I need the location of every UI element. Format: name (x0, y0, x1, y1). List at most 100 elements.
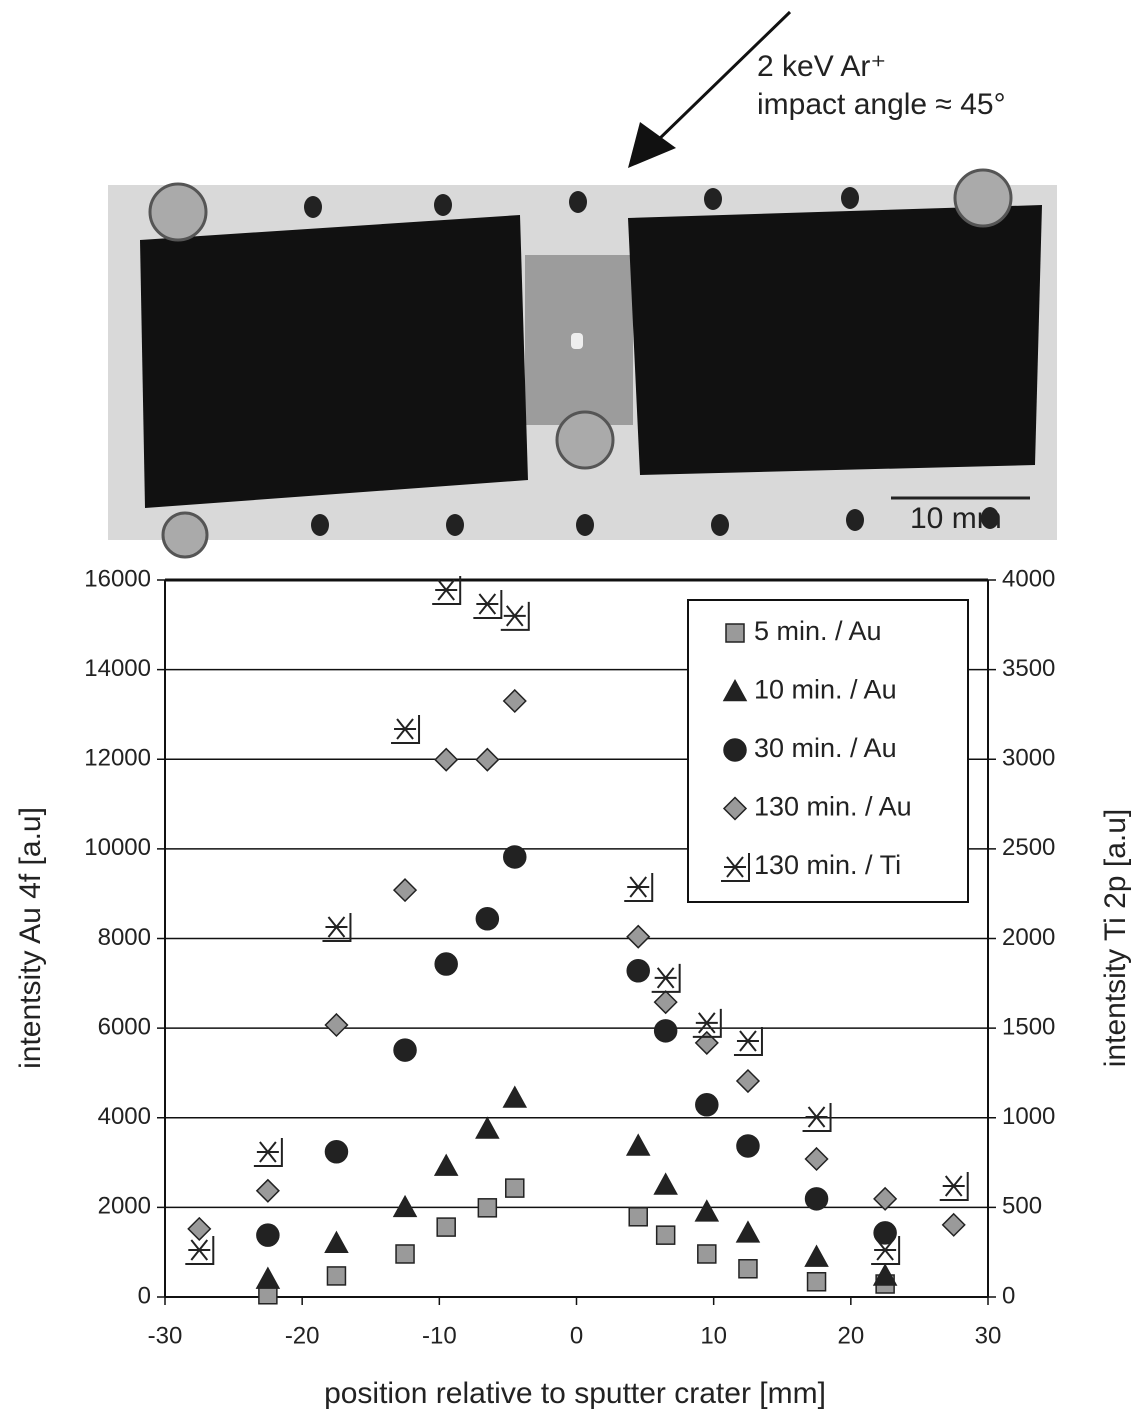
marker (722, 796, 748, 821)
legend-label: 10 min. / Au (754, 675, 897, 705)
marker (804, 1146, 829, 1172)
marker (873, 1221, 897, 1245)
y-tick-label: 10000 (84, 834, 151, 861)
marker (322, 913, 352, 943)
y-tick-label: 6000 (98, 1013, 151, 1040)
marker (653, 1172, 678, 1195)
marker (723, 738, 747, 762)
y-axis-label: intentsity Au 4f [a.u] (14, 807, 47, 1069)
marker (628, 1207, 648, 1227)
marker (871, 1236, 901, 1266)
marker (500, 601, 530, 631)
photo (108, 168, 1057, 559)
marker (432, 576, 462, 606)
marker (941, 1212, 966, 1237)
x-tick-label: -10 (422, 1322, 457, 1349)
marker (256, 1223, 280, 1247)
legend-label: 30 min. / Au (754, 733, 897, 763)
y2-tick-label: 0 (1002, 1282, 1015, 1309)
marker (395, 1244, 415, 1264)
marker (502, 1085, 528, 1108)
y2-tick-label: 500 (1002, 1193, 1042, 1220)
arrow-head (628, 122, 676, 168)
marker (392, 1194, 418, 1218)
marker (694, 1199, 720, 1222)
marker (503, 845, 527, 869)
marker (697, 1244, 717, 1264)
marker (477, 1198, 498, 1218)
y2-tick-label: 3000 (1002, 745, 1055, 772)
marker (253, 1137, 283, 1167)
y-tick-label: 2000 (98, 1193, 151, 1220)
marker (694, 1030, 719, 1055)
y2-tick-label: 1500 (1002, 1013, 1055, 1040)
x-axis-label: position relative to sputter crater [mm] (324, 1377, 826, 1410)
x-tick-label: -20 (285, 1322, 320, 1349)
marker (655, 1225, 676, 1245)
marker (626, 959, 650, 983)
marker (804, 1187, 829, 1211)
marker (804, 1244, 829, 1267)
marker (505, 1178, 525, 1198)
annotation: 2 keV Ar⁺ (757, 50, 886, 83)
x-tick-label: 10 (700, 1322, 727, 1349)
marker (721, 853, 750, 882)
legend-label: 130 min. / Au (754, 792, 912, 822)
marker (806, 1272, 827, 1292)
marker (324, 1140, 349, 1164)
marker (475, 747, 500, 772)
x-tick-label: -30 (148, 1322, 183, 1349)
marker (326, 1266, 347, 1286)
marker (624, 873, 654, 903)
marker (475, 907, 500, 931)
marker (653, 1019, 678, 1043)
marker (502, 688, 527, 714)
marker (433, 1153, 459, 1176)
marker (872, 1263, 898, 1286)
y-tick-label: 8000 (98, 924, 151, 951)
marker (939, 1172, 969, 1202)
y2-tick-label: 2500 (1002, 834, 1055, 861)
y-tick-label: 16000 (84, 565, 151, 592)
marker (695, 1093, 719, 1117)
legend-label: 5 min. / Au (754, 616, 882, 646)
marker (185, 1236, 215, 1266)
x-tick-label: 20 (837, 1322, 864, 1349)
marker (187, 1216, 212, 1241)
marker (473, 590, 503, 620)
marker (873, 1186, 898, 1211)
marker (626, 924, 651, 949)
marker (738, 1259, 758, 1279)
marker (475, 1116, 500, 1139)
marker (625, 1133, 651, 1156)
marker (725, 623, 745, 643)
legend-label: 130 min. / Ti (754, 850, 901, 880)
marker (324, 1012, 349, 1038)
y2-tick-label: 2000 (1002, 924, 1055, 951)
marker (653, 990, 678, 1015)
annotation: impact angle ≈ 45° (757, 88, 1006, 121)
marker (255, 1266, 281, 1289)
marker (722, 678, 748, 702)
marker (735, 1068, 761, 1094)
marker (736, 1134, 760, 1158)
marker (692, 1008, 722, 1038)
arrow (653, 10, 792, 145)
y-tick-label: 4000 (98, 1103, 151, 1130)
marker (391, 714, 421, 744)
marker (651, 963, 681, 993)
x-tick-label: 0 (570, 1322, 583, 1349)
marker (434, 747, 459, 772)
y-tick-label: 14000 (84, 655, 151, 682)
marker (434, 952, 458, 976)
y2-axis-label: intentsity Ti 2p [a.u] (1099, 809, 1132, 1067)
marker (324, 1230, 349, 1253)
y2-tick-label: 1000 (1002, 1103, 1055, 1130)
y2-tick-label: 3500 (1002, 655, 1055, 682)
marker (735, 1220, 761, 1243)
x-tick-label: 30 (975, 1322, 1002, 1349)
scale-bar-label: 10 mm (910, 502, 1002, 535)
marker (392, 878, 418, 903)
